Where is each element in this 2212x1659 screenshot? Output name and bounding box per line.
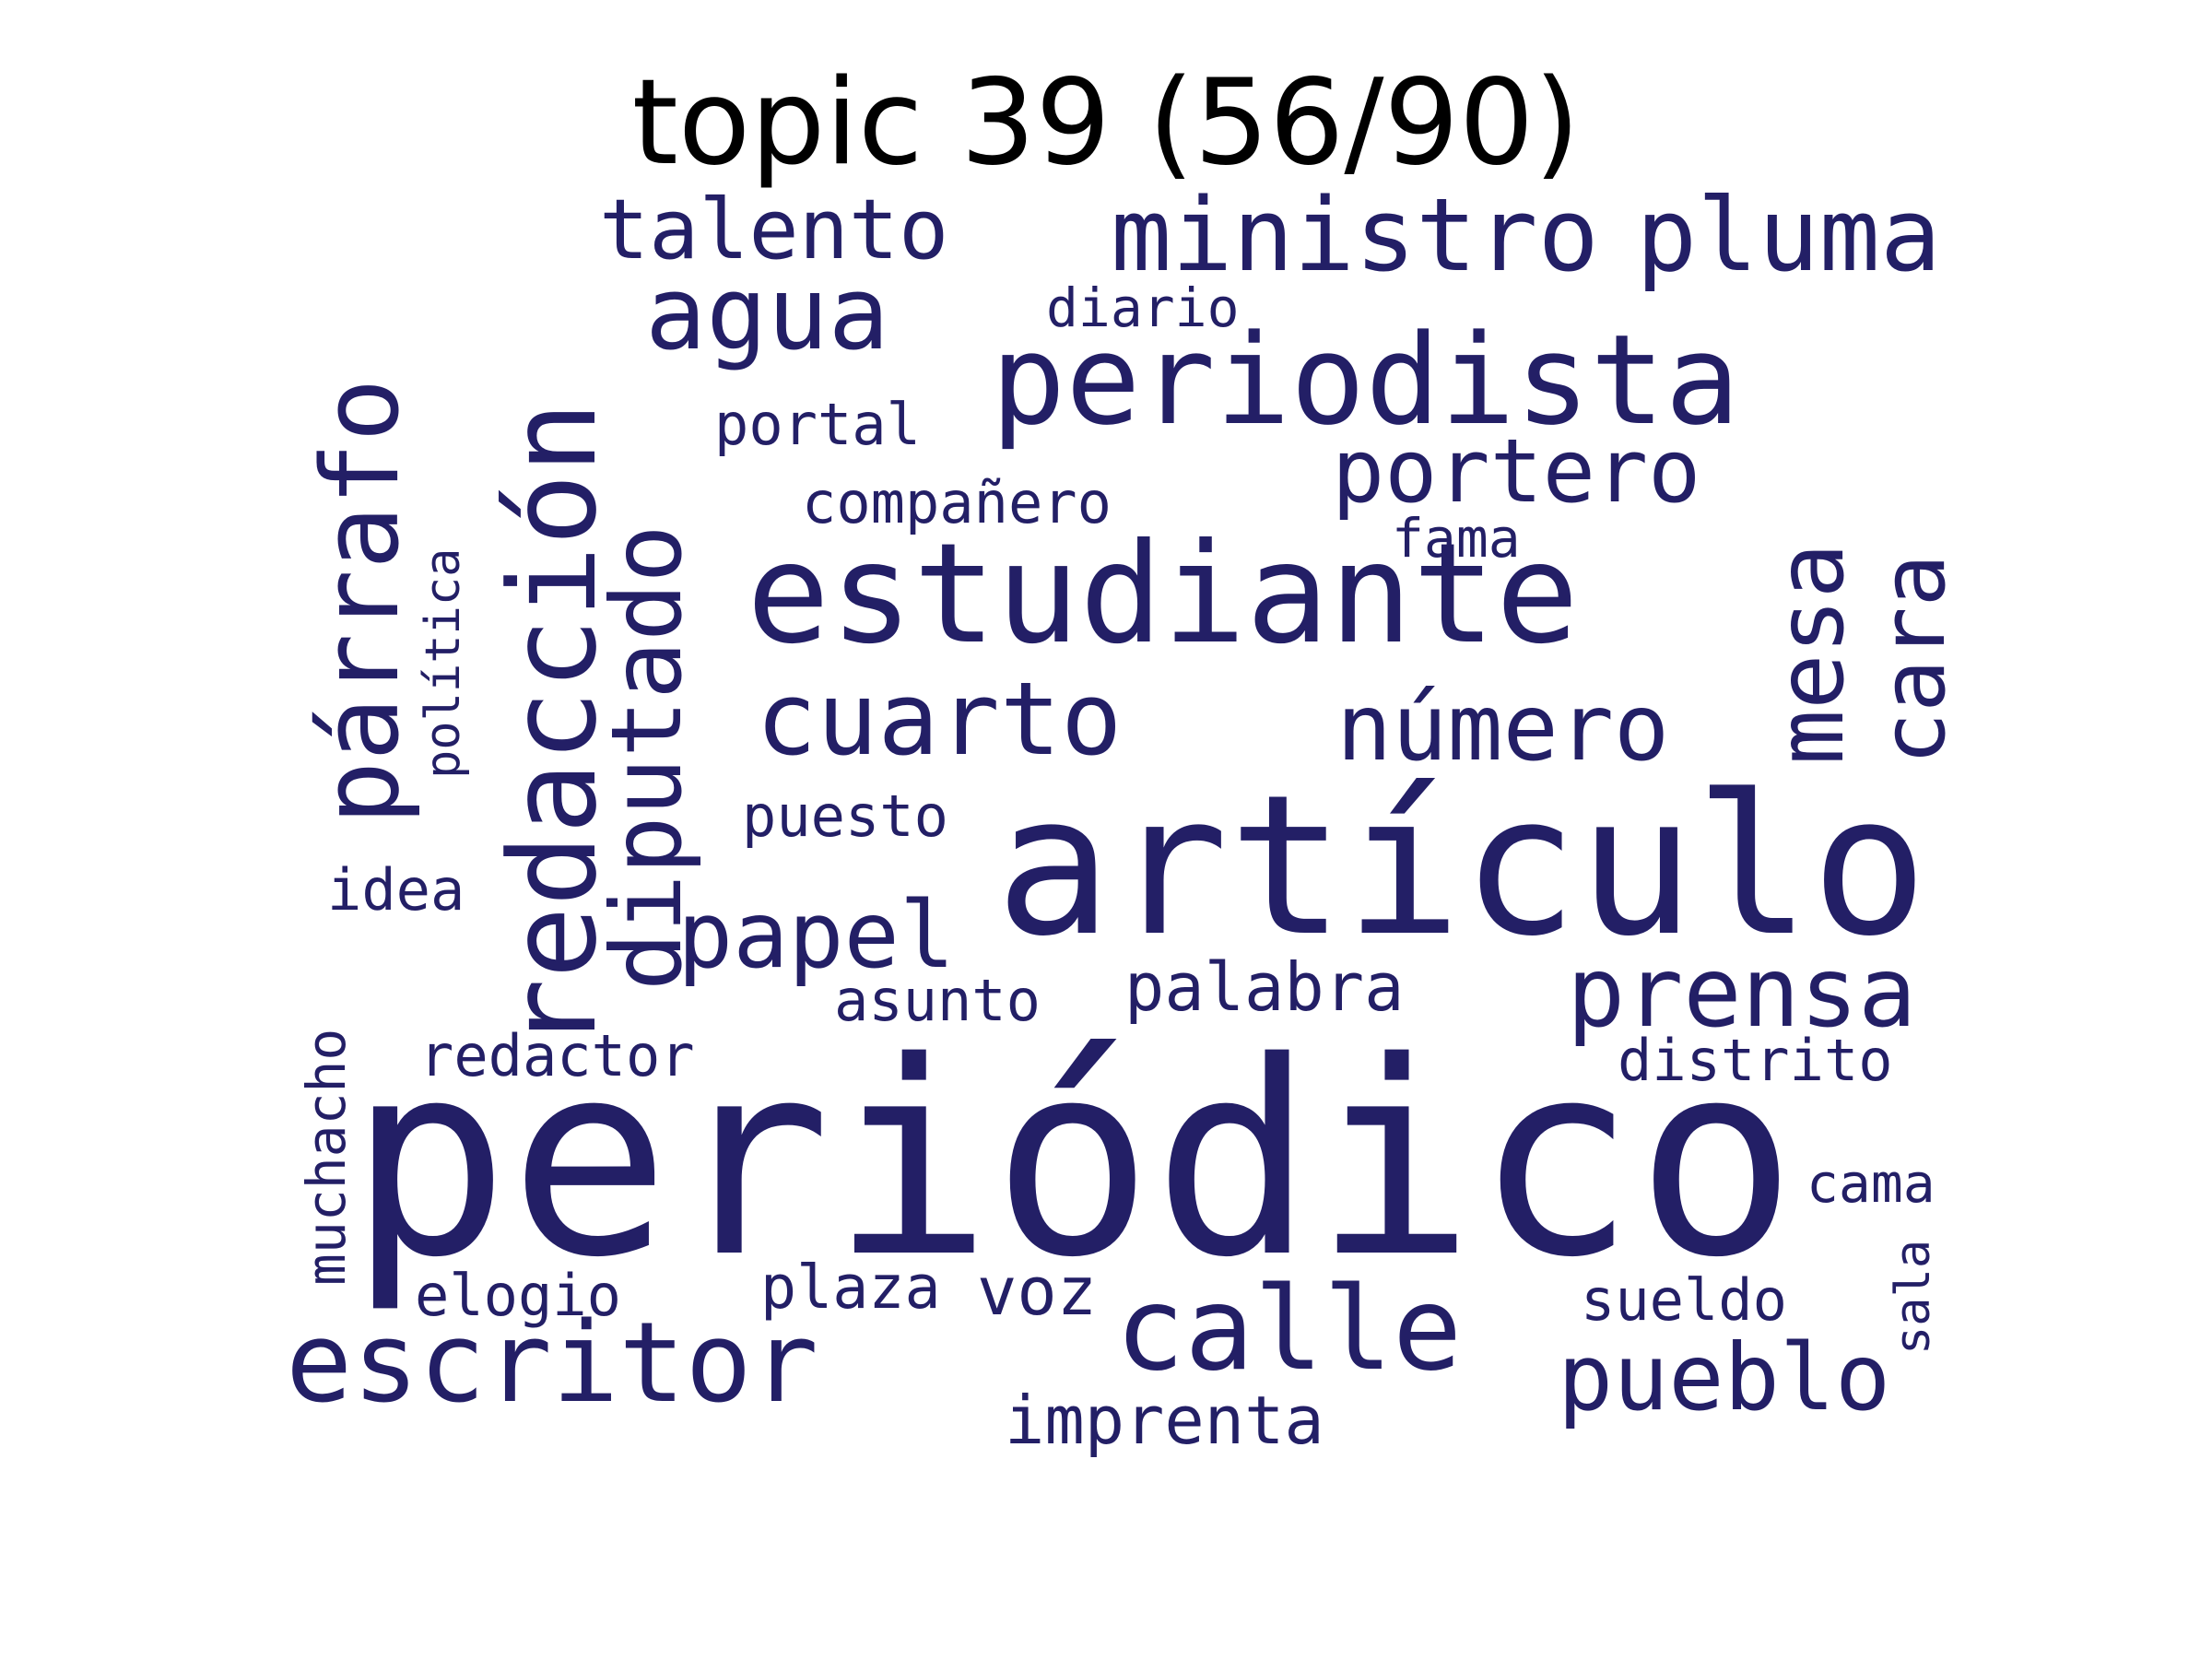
word-plaza: plaza — [760, 1253, 941, 1323]
word-sala: sala — [1886, 1239, 1941, 1355]
word-pueblo: pueblo — [1558, 1324, 1891, 1431]
word-distrito: distrito — [1618, 1027, 1893, 1094]
word-cuarto: cuarto — [756, 660, 1123, 778]
word-muchacho: muchacho — [295, 1028, 358, 1286]
word-voz: voz — [977, 1253, 1098, 1330]
word-agua: agua — [645, 254, 889, 372]
word-política: política — [416, 547, 471, 779]
word-ministro: ministro — [1111, 176, 1599, 294]
word-puesto: puesto — [742, 782, 948, 850]
word-diario: diario — [1046, 276, 1240, 339]
word-periodista: periodista — [991, 308, 1740, 453]
word-portero: portero — [1332, 421, 1701, 523]
word-redactor: redactor — [419, 1022, 695, 1089]
word-cama: cama — [1806, 1152, 1936, 1215]
word-portal: portal — [714, 391, 921, 458]
word-prensa: prensa — [1567, 936, 1917, 1049]
word-cara: cara — [1864, 554, 1965, 765]
word-pluma: pluma — [1636, 176, 1942, 294]
word-escritor: escritor — [286, 1300, 818, 1428]
word-párrafo: párrafo — [300, 378, 423, 825]
word-artículo: artículo — [995, 753, 1928, 979]
wordcloud-title: topic 39 (56/90) — [631, 54, 1581, 192]
word-número: número — [1336, 674, 1670, 782]
word-mesa: mesa — [1757, 543, 1865, 765]
word-calle: calle — [1115, 1263, 1463, 1396]
word-imprenta: imprenta — [1005, 1382, 1324, 1459]
word-compañero: compañero — [802, 469, 1112, 536]
word-sueldo: sueldo — [1581, 1266, 1787, 1334]
word-talento: talento — [599, 182, 949, 278]
word-idea: idea — [327, 856, 465, 924]
word-periódico: periódico — [348, 1006, 1797, 1316]
word-estudiante: estudiante — [747, 514, 1580, 675]
word-palabra: palabra — [1124, 948, 1405, 1026]
word-fama: fama — [1392, 507, 1521, 570]
word-papel: papel — [677, 881, 956, 989]
word-elogio: elogio — [415, 1262, 621, 1329]
word-asunto: asunto — [834, 967, 1041, 1034]
